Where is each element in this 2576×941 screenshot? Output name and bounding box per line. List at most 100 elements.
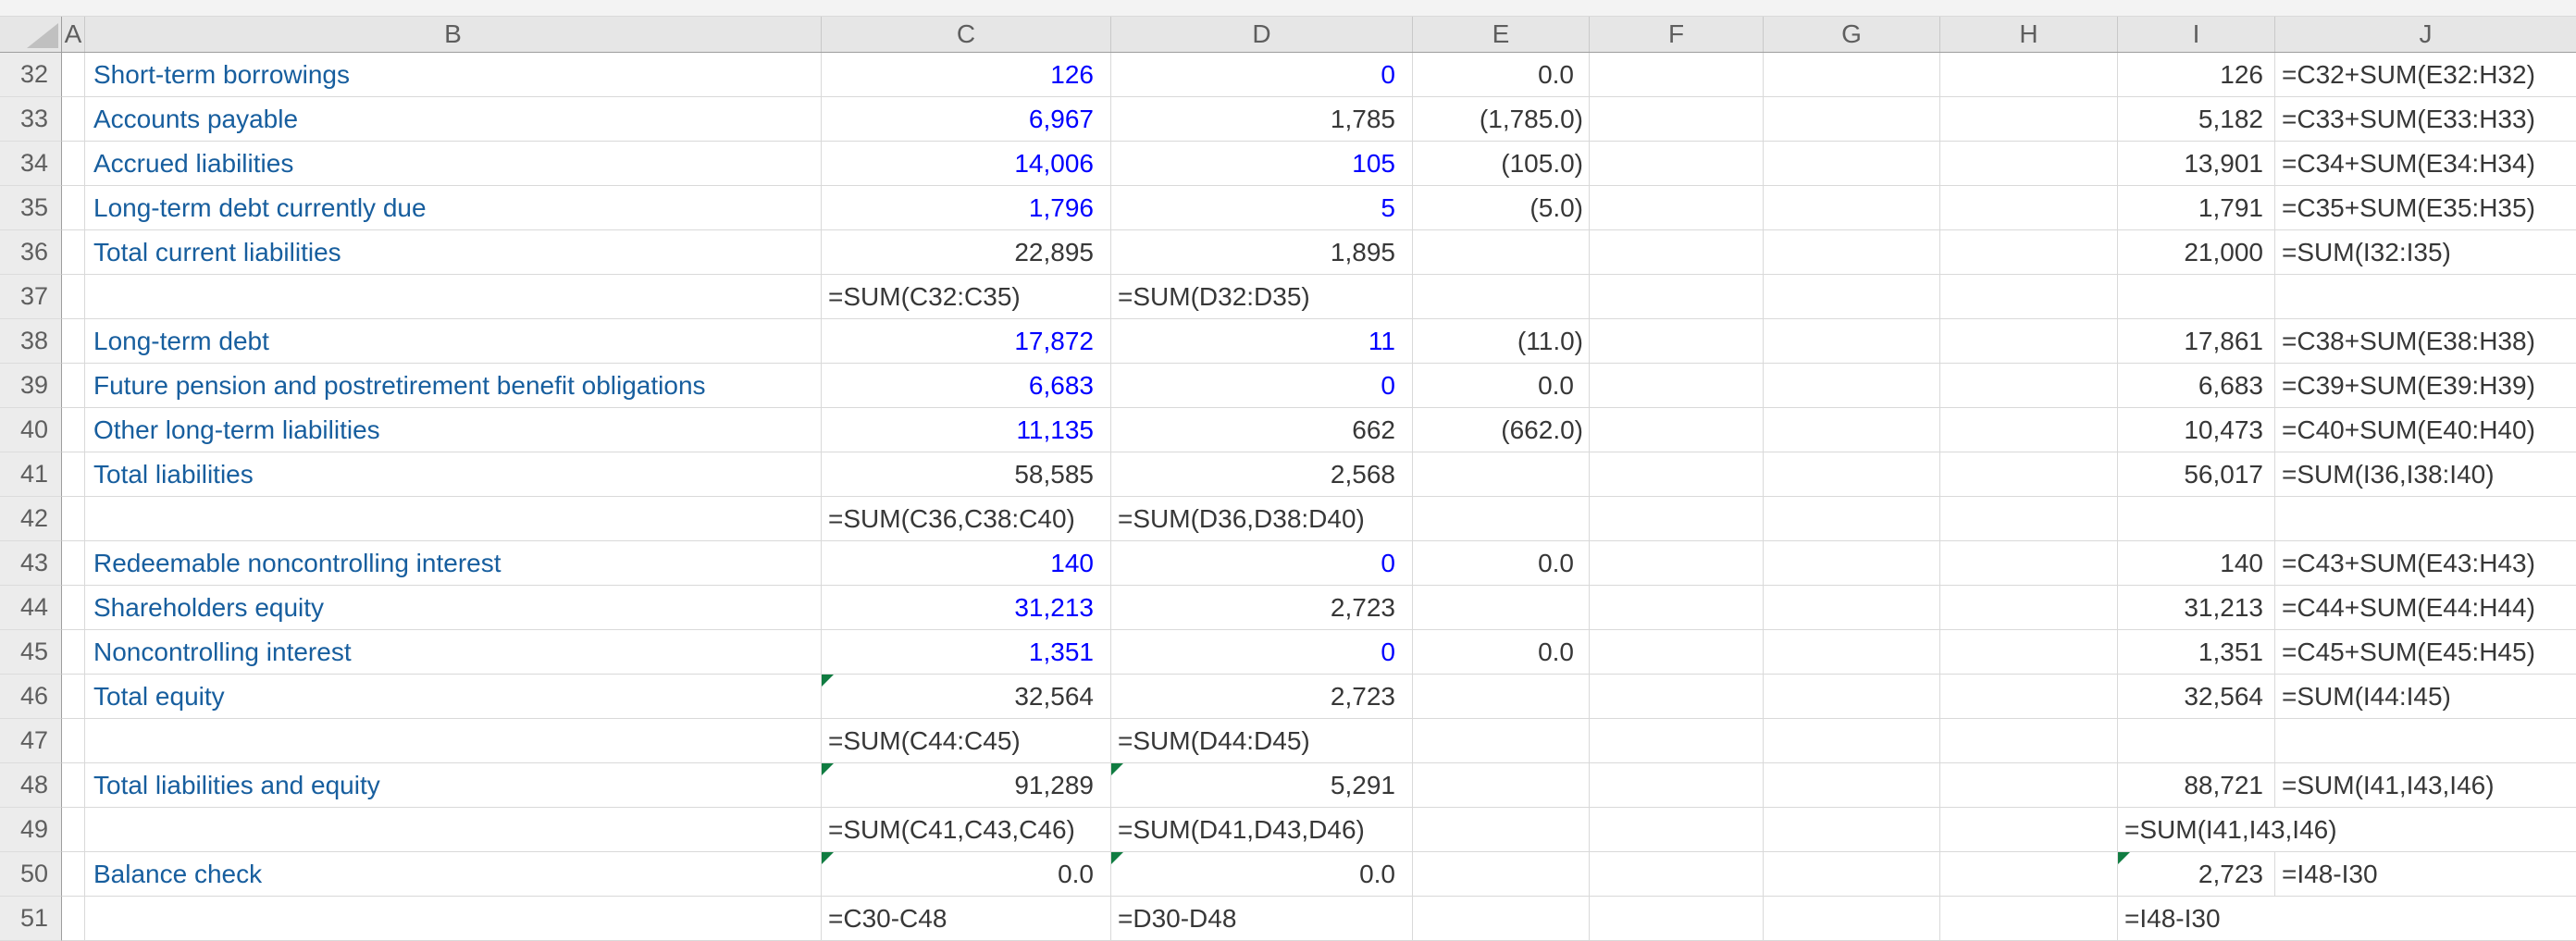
cell-B36[interactable]: Total current liabilities [85, 230, 822, 275]
cell-B38[interactable]: Long-term debt [85, 319, 822, 364]
cell-A43[interactable] [62, 541, 85, 586]
cell-J42[interactable] [2275, 497, 2576, 541]
row-header-45[interactable]: 45 [0, 630, 62, 675]
cell-E32[interactable]: 0.0 [1413, 53, 1590, 97]
cell-E45[interactable]: 0.0 [1413, 630, 1590, 675]
cell-C33[interactable]: 6,967 [822, 97, 1111, 142]
cell-I46[interactable]: 32,564 [2118, 675, 2275, 719]
cell-E38[interactable]: (11.0) [1413, 319, 1590, 364]
cell-E41[interactable] [1413, 452, 1590, 497]
cell-E50[interactable] [1413, 852, 1590, 897]
cell-G46[interactable] [1764, 675, 1940, 719]
cell-F34[interactable] [1590, 142, 1764, 186]
cell-I41[interactable]: 56,017 [2118, 452, 2275, 497]
cell-A34[interactable] [62, 142, 85, 186]
cell-F50[interactable] [1590, 852, 1764, 897]
cell-I42[interactable] [2118, 497, 2275, 541]
cell-H36[interactable] [1940, 230, 2118, 275]
cell-J46[interactable]: =SUM(I44:I45) [2275, 675, 2576, 719]
cell-J47[interactable] [2275, 719, 2576, 763]
cell-J38[interactable]: =C38+SUM(E38:H38) [2275, 319, 2576, 364]
select-all-button[interactable] [0, 17, 62, 52]
cell-J50[interactable]: =I48-I30 [2275, 852, 2576, 897]
cell-E44[interactable] [1413, 586, 1590, 630]
cell-I36[interactable]: 21,000 [2118, 230, 2275, 275]
cell-I48[interactable]: 88,721 [2118, 763, 2275, 808]
cell-B43[interactable]: Redeemable noncontrolling interest [85, 541, 822, 586]
cell-I39[interactable]: 6,683 [2118, 364, 2275, 408]
cell-G36[interactable] [1764, 230, 1940, 275]
cell-I37[interactable] [2118, 275, 2275, 319]
cell-B42[interactable] [85, 497, 822, 541]
row-header-47[interactable]: 47 [0, 719, 62, 763]
column-header-H[interactable]: H [1940, 17, 2118, 52]
cell-C41[interactable]: 58,585 [822, 452, 1111, 497]
cell-B33[interactable]: Accounts payable [85, 97, 822, 142]
cell-H45[interactable] [1940, 630, 2118, 675]
column-header-D[interactable]: D [1111, 17, 1413, 52]
row-header-39[interactable]: 39 [0, 364, 62, 408]
cell-H42[interactable] [1940, 497, 2118, 541]
cell-C46[interactable]: 32,564 [822, 675, 1111, 719]
cell-E35[interactable]: (5.0) [1413, 186, 1590, 230]
cell-B40[interactable]: Other long-term liabilities [85, 408, 822, 452]
cell-A51[interactable] [62, 897, 85, 941]
cell-G40[interactable] [1764, 408, 1940, 452]
cell-J48[interactable]: =SUM(I41,I43,I46) [2275, 763, 2576, 808]
cell-G38[interactable] [1764, 319, 1940, 364]
cell-H48[interactable] [1940, 763, 2118, 808]
row-header-35[interactable]: 35 [0, 186, 62, 230]
cell-B45[interactable]: Noncontrolling interest [85, 630, 822, 675]
cell-E36[interactable] [1413, 230, 1590, 275]
row-header-46[interactable]: 46 [0, 675, 62, 719]
cell-E33[interactable]: (1,785.0) [1413, 97, 1590, 142]
cell-B47[interactable] [85, 719, 822, 763]
cell-F43[interactable] [1590, 541, 1764, 586]
cell-A45[interactable] [62, 630, 85, 675]
cell-D36[interactable]: 1,895 [1111, 230, 1413, 275]
cell-D45[interactable]: 0 [1111, 630, 1413, 675]
row-header-36[interactable]: 36 [0, 230, 62, 275]
row-header-51[interactable]: 51 [0, 897, 62, 941]
cell-J36[interactable]: =SUM(I32:I35) [2275, 230, 2576, 275]
cell-A49[interactable] [62, 808, 85, 852]
cell-H34[interactable] [1940, 142, 2118, 186]
cell-H44[interactable] [1940, 586, 2118, 630]
cell-H51[interactable] [1940, 897, 2118, 941]
cell-G44[interactable] [1764, 586, 1940, 630]
cell-C49[interactable]: =SUM(C41,C43,C46) [822, 808, 1111, 852]
cell-B41[interactable]: Total liabilities [85, 452, 822, 497]
cell-G45[interactable] [1764, 630, 1940, 675]
cell-F49[interactable] [1590, 808, 1764, 852]
cell-G49[interactable] [1764, 808, 1940, 852]
cell-E42[interactable] [1413, 497, 1590, 541]
cell-D49[interactable]: =SUM(D41,D43,D46) [1111, 808, 1413, 852]
cell-B37[interactable] [85, 275, 822, 319]
cell-F47[interactable] [1590, 719, 1764, 763]
cell-H41[interactable] [1940, 452, 2118, 497]
cell-H38[interactable] [1940, 319, 2118, 364]
cell-B35[interactable]: Long-term debt currently due [85, 186, 822, 230]
row-header-40[interactable]: 40 [0, 408, 62, 452]
cell-G32[interactable] [1764, 53, 1940, 97]
cell-C39[interactable]: 6,683 [822, 364, 1111, 408]
cell-F35[interactable] [1590, 186, 1764, 230]
cell-F41[interactable] [1590, 452, 1764, 497]
cell-F39[interactable] [1590, 364, 1764, 408]
cell-C40[interactable]: 11,135 [822, 408, 1111, 452]
row-header-50[interactable]: 50 [0, 852, 62, 897]
cell-A50[interactable] [62, 852, 85, 897]
cell-A37[interactable] [62, 275, 85, 319]
column-header-I[interactable]: I [2118, 17, 2275, 52]
cell-G37[interactable] [1764, 275, 1940, 319]
cell-F46[interactable] [1590, 675, 1764, 719]
cell-J40[interactable]: =C40+SUM(E40:H40) [2275, 408, 2576, 452]
cell-I44[interactable]: 31,213 [2118, 586, 2275, 630]
cell-G51[interactable] [1764, 897, 1940, 941]
row-header-43[interactable]: 43 [0, 541, 62, 586]
cell-F51[interactable] [1590, 897, 1764, 941]
cell-F36[interactable] [1590, 230, 1764, 275]
cell-D44[interactable]: 2,723 [1111, 586, 1413, 630]
cell-C38[interactable]: 17,872 [822, 319, 1111, 364]
cell-G43[interactable] [1764, 541, 1940, 586]
